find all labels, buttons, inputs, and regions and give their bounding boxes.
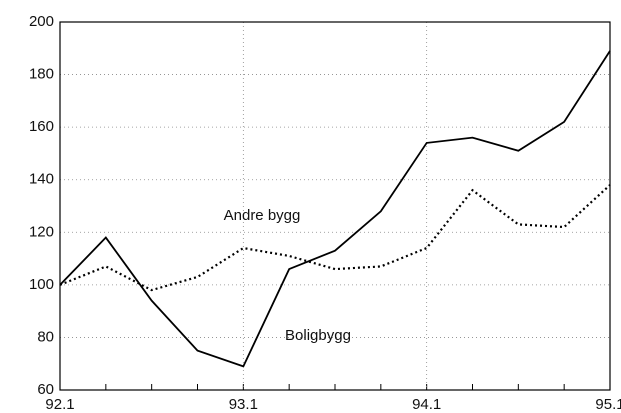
y-tick-label: 180 <box>29 66 54 83</box>
y-tick-label: 140 <box>29 171 54 188</box>
x-tick-label: 93.1 <box>229 396 258 413</box>
y-tick-label: 100 <box>29 276 54 293</box>
y-tick-label: 60 <box>37 381 54 398</box>
line-series <box>59 50 611 368</box>
series-label: Andre bygg <box>224 207 301 224</box>
y-tick-label: 200 <box>29 13 54 30</box>
y-tick-label: 160 <box>29 118 54 135</box>
x-tick-label: 92.1 <box>45 396 74 413</box>
plot-frame <box>59 21 611 391</box>
y-tick-label: 120 <box>29 223 54 240</box>
x-tick-label: 95.1 <box>595 396 621 413</box>
line-series <box>59 184 611 292</box>
series-label: Boligbygg <box>285 327 351 344</box>
y-tick-label: 80 <box>37 328 54 345</box>
x-tick-label: 94.1 <box>412 396 441 413</box>
